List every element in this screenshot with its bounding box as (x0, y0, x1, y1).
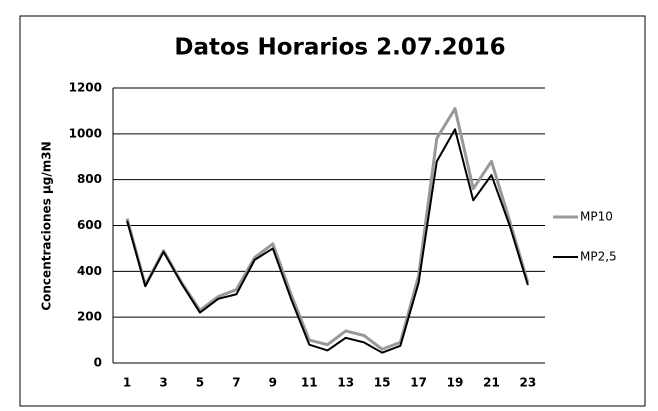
y-axis-label: Concentraciones µg/m3N (40, 141, 54, 310)
chart-title: Datos Horarios 2.07.2016 (174, 35, 505, 61)
x-tick-label: 1 (123, 376, 131, 390)
x-tick-label: 9 (269, 376, 277, 390)
y-tick-label: 600 (77, 218, 102, 232)
line-series (125, 107, 530, 351)
x-tick-label: 13 (337, 376, 354, 390)
x-tick-label: 17 (410, 376, 427, 390)
x-tick-label: 19 (447, 376, 464, 390)
y-tick-label: 800 (77, 172, 102, 186)
y-tick-label: 200 (77, 310, 102, 324)
x-tick-label: 7 (232, 376, 240, 390)
x-tick-label: 5 (196, 376, 204, 390)
x-tick-label: 11 (301, 376, 318, 390)
legend-label: MP10 (580, 210, 613, 224)
line-series (126, 128, 529, 354)
x-tick-label: 21 (483, 376, 500, 390)
y-tick-label: 1000 (69, 126, 102, 140)
x-tick-label: 3 (159, 376, 167, 390)
legend-label: MP2,5 (580, 250, 617, 264)
y-tick-label: 400 (77, 264, 102, 278)
y-tick-label: 0 (94, 356, 102, 370)
x-tick-label: 23 (520, 376, 537, 390)
y-tick-label: 1200 (69, 81, 102, 95)
x-tick-label: 15 (374, 376, 391, 390)
